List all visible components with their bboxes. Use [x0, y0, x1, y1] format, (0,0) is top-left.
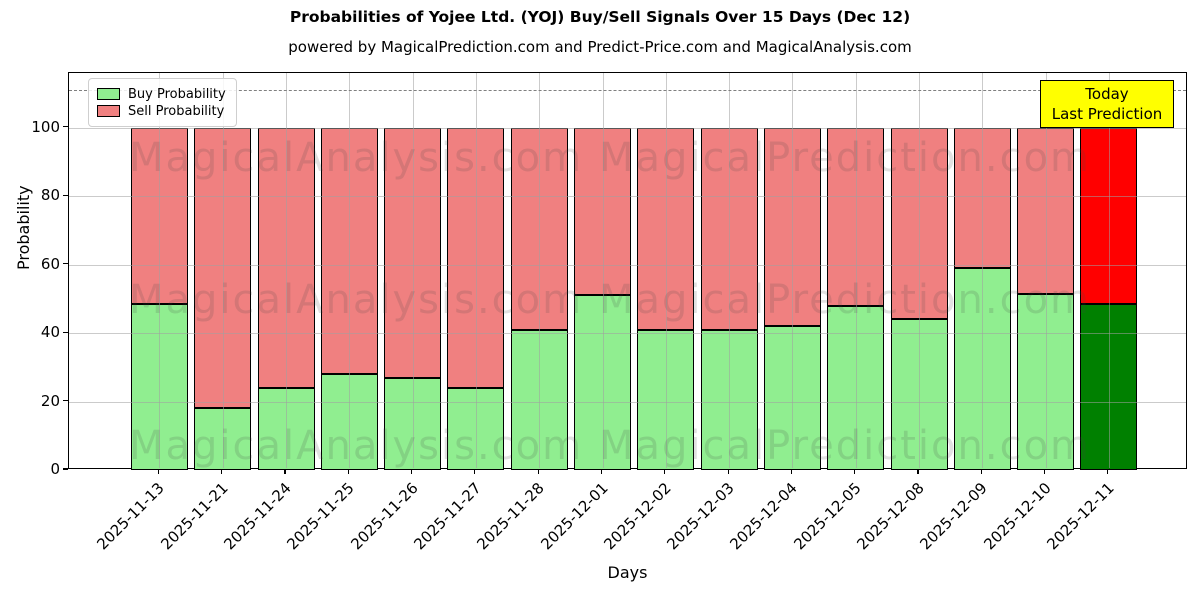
annotation-line-2: Last Prediction: [1051, 105, 1163, 123]
x-tick-mark: [980, 469, 982, 474]
v-gridline: [919, 73, 920, 468]
y-tick-mark: [63, 399, 68, 402]
legend-label-buy: Buy Probability: [128, 86, 226, 102]
h-gridline: [69, 127, 1186, 129]
v-gridline: [602, 73, 604, 468]
v-gridline: [665, 73, 667, 468]
v-gridline: [982, 73, 984, 468]
sell-color-swatch: [97, 105, 120, 117]
v-gridline: [222, 73, 224, 468]
x-tick-mark: [854, 469, 856, 474]
x-tick-mark: [727, 469, 729, 474]
watermark-text: MagicalPrediction.com: [599, 423, 1091, 468]
x-tick-mark: [917, 469, 919, 474]
today-annotation: Today Last Prediction: [1040, 80, 1174, 128]
h-gridline: [69, 401, 1186, 403]
watermark-text: MagicalAnalysis.com: [129, 277, 584, 323]
h-gridline: [69, 264, 1186, 266]
plot-area: MagicalAnalysis.com MagicalPrediction.com…: [68, 72, 1187, 470]
y-tick-label: 20: [40, 391, 60, 410]
x-tick-mark: [474, 469, 476, 474]
x-tick-mark: [664, 469, 666, 474]
v-gridline: [792, 73, 794, 468]
v-gridline: [855, 73, 857, 468]
annotation-line-1: Today: [1085, 85, 1129, 103]
h-gridline: [69, 196, 1186, 198]
legend-item-sell: Sell Probability: [97, 103, 226, 119]
chart-title: Probabilities of Yojee Ltd. (YOJ) Buy/Se…: [289, 8, 911, 26]
x-tick-mark: [411, 469, 413, 474]
x-tick-mark: [1044, 469, 1046, 474]
y-tick-label: 60: [40, 254, 60, 273]
x-tick-mark: [347, 469, 349, 474]
x-tick-mark: [600, 469, 603, 474]
x-tick-mark: [1107, 469, 1109, 474]
v-gridline: [475, 73, 477, 468]
v-gridline: [729, 73, 731, 468]
watermark-text: MagicalAnalysis.com: [129, 423, 584, 468]
threshold-dashed-line: [69, 90, 1186, 92]
x-axis-label: Days: [607, 563, 648, 582]
grid-layer: [69, 73, 1186, 468]
y-tick-label: 80: [40, 186, 60, 205]
y-tick-label: 100: [31, 117, 60, 136]
y-tick-mark: [63, 126, 68, 128]
y-tick-mark: [63, 263, 68, 265]
v-gridline: [1045, 73, 1047, 468]
y-tick-mark: [63, 468, 68, 470]
x-tick-mark: [790, 469, 792, 474]
x-tick-mark: [221, 469, 223, 474]
v-gridline: [1108, 73, 1110, 468]
v-gridline: [349, 73, 351, 468]
y-tick-label: 40: [40, 323, 60, 342]
x-tick-mark: [157, 469, 159, 474]
watermark-text: MagicalPrediction.com: [599, 135, 1091, 181]
v-gridline: [412, 73, 414, 468]
v-gridline: [539, 73, 541, 468]
legend-label-sell: Sell Probability: [128, 103, 225, 119]
x-tick-mark: [537, 469, 539, 474]
y-tick-mark: [63, 194, 68, 196]
watermark-text: MagicalPrediction.com: [599, 277, 1091, 323]
y-tick-mark: [63, 331, 68, 333]
v-gridline: [159, 73, 161, 468]
y-tick-label: 0: [50, 460, 60, 478]
h-gridline: [69, 333, 1186, 335]
legend-item-buy: Buy Probability: [97, 86, 226, 102]
x-tick-mark: [284, 469, 286, 474]
v-gridline: [286, 73, 287, 468]
chart-subtitle: powered by MagicalPrediction.com and Pre…: [288, 38, 912, 56]
buy-color-swatch: [97, 88, 120, 100]
watermark-layer: MagicalAnalysis.com MagicalPrediction.com…: [69, 73, 1186, 468]
legend: Buy Probability Sell Probability: [88, 78, 237, 127]
watermark-text: MagicalAnalysis.com: [129, 135, 584, 181]
